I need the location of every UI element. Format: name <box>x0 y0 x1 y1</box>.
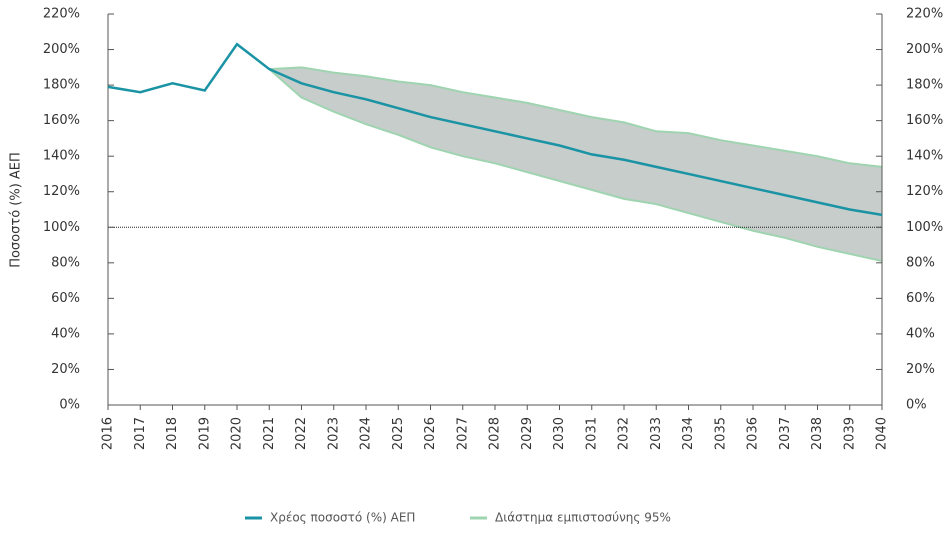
x-tick-label: 2040 <box>875 417 890 450</box>
y-tick-label: 60% <box>51 291 80 306</box>
x-tick-label: 2033 <box>649 417 664 450</box>
y2-tick-label: 180% <box>906 78 943 93</box>
y-tick-label: 200% <box>43 42 80 57</box>
y2-tick-label: 100% <box>906 220 943 235</box>
y-tick-label: 140% <box>43 149 80 164</box>
x-tick-label: 2020 <box>230 417 245 450</box>
y2-tick-label: 160% <box>906 113 943 128</box>
y-tick-label: 220% <box>43 7 80 22</box>
x-tick-label: 2025 <box>391 417 406 450</box>
y-tick-label: 120% <box>43 184 80 199</box>
y-tick-label: 160% <box>43 113 80 128</box>
x-tick-label: 2023 <box>326 417 341 450</box>
x-tick-label: 2027 <box>455 417 470 450</box>
y2-tick-label: 200% <box>906 42 943 57</box>
x-tick-label: 2036 <box>746 417 761 450</box>
x-tick-label: 2028 <box>488 417 503 450</box>
y-tick-label: 180% <box>43 78 80 93</box>
confidence-band <box>269 67 882 262</box>
y2-tick-label: 60% <box>906 291 935 306</box>
x-tick-label: 2035 <box>713 417 728 450</box>
y2-tick-label: 40% <box>906 326 935 341</box>
x-tick-label: 2034 <box>681 417 696 450</box>
y-axis-label: Ποσοστό (%) ΑΕΠ <box>9 152 24 268</box>
legend-label: Διάστημα εμπιστοσύνης 95% <box>495 511 671 525</box>
x-tick-label: 2021 <box>262 417 277 450</box>
y2-tick-label: 140% <box>906 149 943 164</box>
band-edge <box>268 68 883 263</box>
x-tick-label: 2030 <box>552 417 567 450</box>
legend-label: Χρέος ποσοστό (%) ΑΕΠ <box>270 511 415 525</box>
y2-tick-label: 120% <box>906 184 943 199</box>
x-tick-label: 2029 <box>520 417 535 450</box>
band-edge <box>269 66 883 168</box>
x-tick-label: 2016 <box>101 417 116 450</box>
y-tick-label: 80% <box>51 255 80 270</box>
x-tick-label: 2022 <box>294 417 309 450</box>
x-tick-label: 2031 <box>584 417 599 450</box>
y-tick-label: 20% <box>51 362 80 377</box>
y2-tick-label: 80% <box>906 255 935 270</box>
x-tick-label: 2017 <box>133 417 148 450</box>
x-tick-label: 2032 <box>617 417 632 450</box>
x-tick-label: 2039 <box>842 417 857 450</box>
y2-tick-label: 20% <box>906 362 935 377</box>
x-tick-label: 2037 <box>778 417 793 450</box>
y2-tick-label: 0% <box>906 398 927 413</box>
y-tick-label: 0% <box>59 398 80 413</box>
x-tick-label: 2024 <box>359 417 374 450</box>
x-tick-label: 2019 <box>197 417 212 450</box>
x-tick-label: 2038 <box>810 417 825 450</box>
debt-line <box>107 42 883 217</box>
y2-tick-label: 220% <box>906 7 943 22</box>
x-tick-label: 2018 <box>165 417 180 450</box>
x-tick-label: 2026 <box>423 417 438 450</box>
y-tick-label: 40% <box>51 326 80 341</box>
y-tick-label: 100% <box>43 220 80 235</box>
